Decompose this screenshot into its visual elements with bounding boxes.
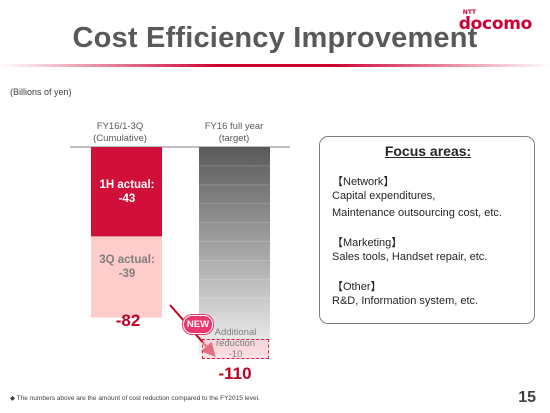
additional-reduction-line-3: -10 xyxy=(228,349,243,360)
total-label-2: -110 xyxy=(218,364,252,383)
additional-reduction-box xyxy=(202,339,269,359)
category-label-1-line-1: FY16/1-3Q xyxy=(96,121,144,132)
focus-group-network-heading: 【Network】 xyxy=(332,176,395,188)
bar-label-3q-line-2: -39 xyxy=(118,268,136,280)
category-label-2-line-2: (target) xyxy=(218,133,250,144)
additional-reduction-label: Additional reduction -10 xyxy=(199,327,272,360)
focus-areas-box: Focus areas: 【Network】 Capital expenditu… xyxy=(319,136,535,324)
focus-group-marketing-line-1: Sales tools, Handset repair, etc. xyxy=(332,251,488,263)
category-label-1: FY16/1-3Q (Cumulative) xyxy=(78,121,162,145)
logo-ntt-text: NTT xyxy=(462,9,477,16)
category-label-1-line-2: (Cumulative) xyxy=(93,133,147,144)
bar-1h-actual xyxy=(91,147,162,237)
page-number: 15 xyxy=(518,389,536,406)
focus-group-network-line-2: Maintenance outsourcing cost, etc. xyxy=(332,207,502,219)
bar-label-1h-actual: 1H actual: -43 xyxy=(90,178,164,206)
title-divider xyxy=(0,64,550,67)
docomo-logo: NTT docomo xyxy=(458,9,533,34)
unit-note: (Billions of yen) xyxy=(10,87,72,97)
bar-label-1h-line-2: -43 xyxy=(118,193,136,205)
category-label-2: FY16 full year (target) xyxy=(186,121,282,145)
bar-label-1h-line-1: 1H actual: xyxy=(99,179,155,191)
focus-group-marketing-heading: 【Marketing】 xyxy=(332,237,403,249)
bar-3q-actual xyxy=(91,236,162,318)
footnote: ◆ The numbers above are the amount of co… xyxy=(10,395,260,402)
additional-reduction-line-1: Additional xyxy=(214,327,257,338)
focus-areas-title: Focus areas: xyxy=(384,143,472,159)
category-label-2-line-1: FY16 full year xyxy=(204,121,264,132)
focus-group-other-heading: 【Other】 xyxy=(332,281,382,293)
bar-label-3q-actual: 3Q actual: -39 xyxy=(90,253,164,281)
total-label-1: -82 xyxy=(115,311,141,330)
additional-reduction-line-2: reduction xyxy=(215,338,256,349)
new-badge: NEW xyxy=(183,315,213,334)
page-title: Cost Efficiency Improvement xyxy=(72,22,478,54)
logo-text: docomo xyxy=(458,14,533,34)
focus-group-other-line-1: R&D, Information system, etc. xyxy=(332,295,479,307)
focus-group-network-line-1: Capital expenditures, xyxy=(332,190,436,202)
bar-label-3q-line-1: 3Q actual: xyxy=(99,254,155,266)
